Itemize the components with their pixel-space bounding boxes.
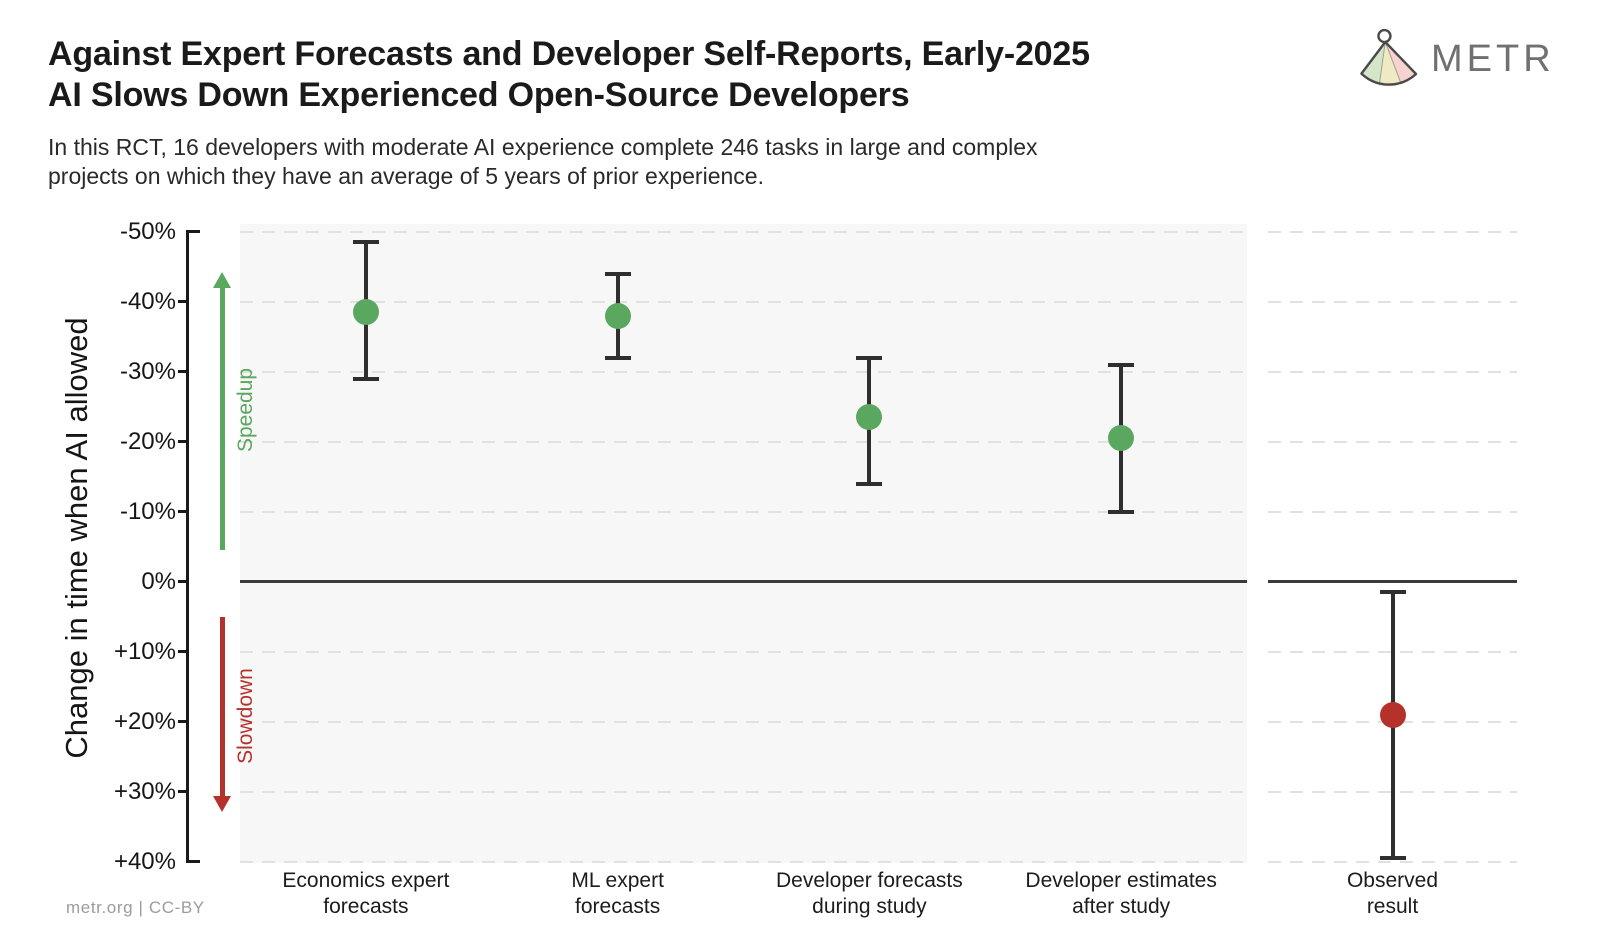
gridline-right--20% <box>1268 440 1517 443</box>
gridline-right-+40% <box>1268 860 1517 863</box>
error-bar-cap-top <box>1108 362 1135 367</box>
page-title: Against Expert Forecasts and Developer S… <box>48 35 1090 114</box>
slowdown-arrow <box>219 617 225 797</box>
error-bar-cap-top <box>856 355 883 360</box>
error-bar-cap-bottom <box>352 376 379 381</box>
y-tick-label: -50% <box>119 217 176 245</box>
y-tick-mark <box>178 650 187 653</box>
error-bar-cap-bottom <box>1379 856 1406 860</box>
gridline-main--30% <box>240 370 1247 373</box>
gridline-main--20% <box>240 440 1247 443</box>
gridline-right--40% <box>1268 300 1517 303</box>
y-tick-label: -20% <box>119 427 176 455</box>
category-label: Developer forecasts during study <box>775 869 963 918</box>
error-bar-cap-top <box>1379 590 1406 594</box>
y-tick-label: +20% <box>113 707 176 735</box>
gridline-right--30% <box>1268 370 1517 373</box>
gridline-main--40% <box>240 300 1247 303</box>
y-tick-label: +40% <box>113 847 176 875</box>
data-point <box>1108 425 1135 451</box>
y-tick-mark <box>178 300 187 303</box>
y-axis-line <box>185 230 189 863</box>
data-point <box>856 404 883 430</box>
y-tick-mark <box>178 510 187 513</box>
y-tick-label: +30% <box>113 777 176 805</box>
speedup-arrow-icon <box>213 272 231 288</box>
metr-fan-logo-icon <box>1360 28 1418 87</box>
y-tick-mark <box>187 230 200 233</box>
gridline-right--10% <box>1268 510 1517 513</box>
category-label: Observed result <box>1346 869 1439 918</box>
data-point <box>1379 701 1406 728</box>
zero-line-right <box>1268 580 1517 583</box>
metr-logo: METR <box>1349 28 1555 90</box>
category-label: Economics expert forecasts <box>282 869 450 918</box>
error-bar-cap-top <box>604 271 631 276</box>
y-tick-mark <box>178 370 187 373</box>
y-tick-label: +10% <box>113 637 176 665</box>
y-tick-label: -10% <box>119 497 176 525</box>
main-panel-background <box>240 224 1247 863</box>
error-bar-cap-bottom <box>1108 509 1135 514</box>
category-label: Developer estimates after study <box>1025 869 1217 918</box>
slowdown-arrow-icon <box>213 796 231 812</box>
y-tick-label: -40% <box>119 287 176 315</box>
y-tick-label: -30% <box>119 357 176 385</box>
speedup-arrow <box>219 287 225 550</box>
gridline-main--50% <box>240 230 1247 233</box>
speedup-label: Speedup <box>234 367 257 453</box>
gridline-main-+30% <box>240 790 1247 793</box>
data-point <box>352 299 379 325</box>
gridline-main-+10% <box>240 650 1247 653</box>
y-tick-label: 0% <box>141 567 176 595</box>
gridline-main--10% <box>240 510 1247 513</box>
credit-line: metr.org | CC-BY <box>66 898 205 917</box>
category-label: ML expert forecasts <box>571 869 664 918</box>
y-tick-mark <box>187 860 200 863</box>
data-point <box>604 302 631 329</box>
page-subtitle: In this RCT, 16 developers with moderate… <box>48 134 1038 189</box>
y-tick-mark <box>178 440 187 443</box>
gridline-main-+40% <box>240 860 1247 863</box>
y-tick-mark <box>178 720 187 723</box>
error-bar-cap-top <box>352 240 379 244</box>
zero-line-main <box>240 580 1247 583</box>
error-bar-cap-bottom <box>604 355 631 360</box>
y-tick-mark <box>178 580 187 583</box>
error-bar-cap-bottom <box>856 481 883 486</box>
y-tick-mark <box>178 790 187 793</box>
slowdown-label: Slowdown <box>234 668 257 764</box>
metr-logo-text: METR <box>1431 37 1555 80</box>
gridline-right--50% <box>1268 230 1517 233</box>
gridline-main-+20% <box>240 720 1247 723</box>
